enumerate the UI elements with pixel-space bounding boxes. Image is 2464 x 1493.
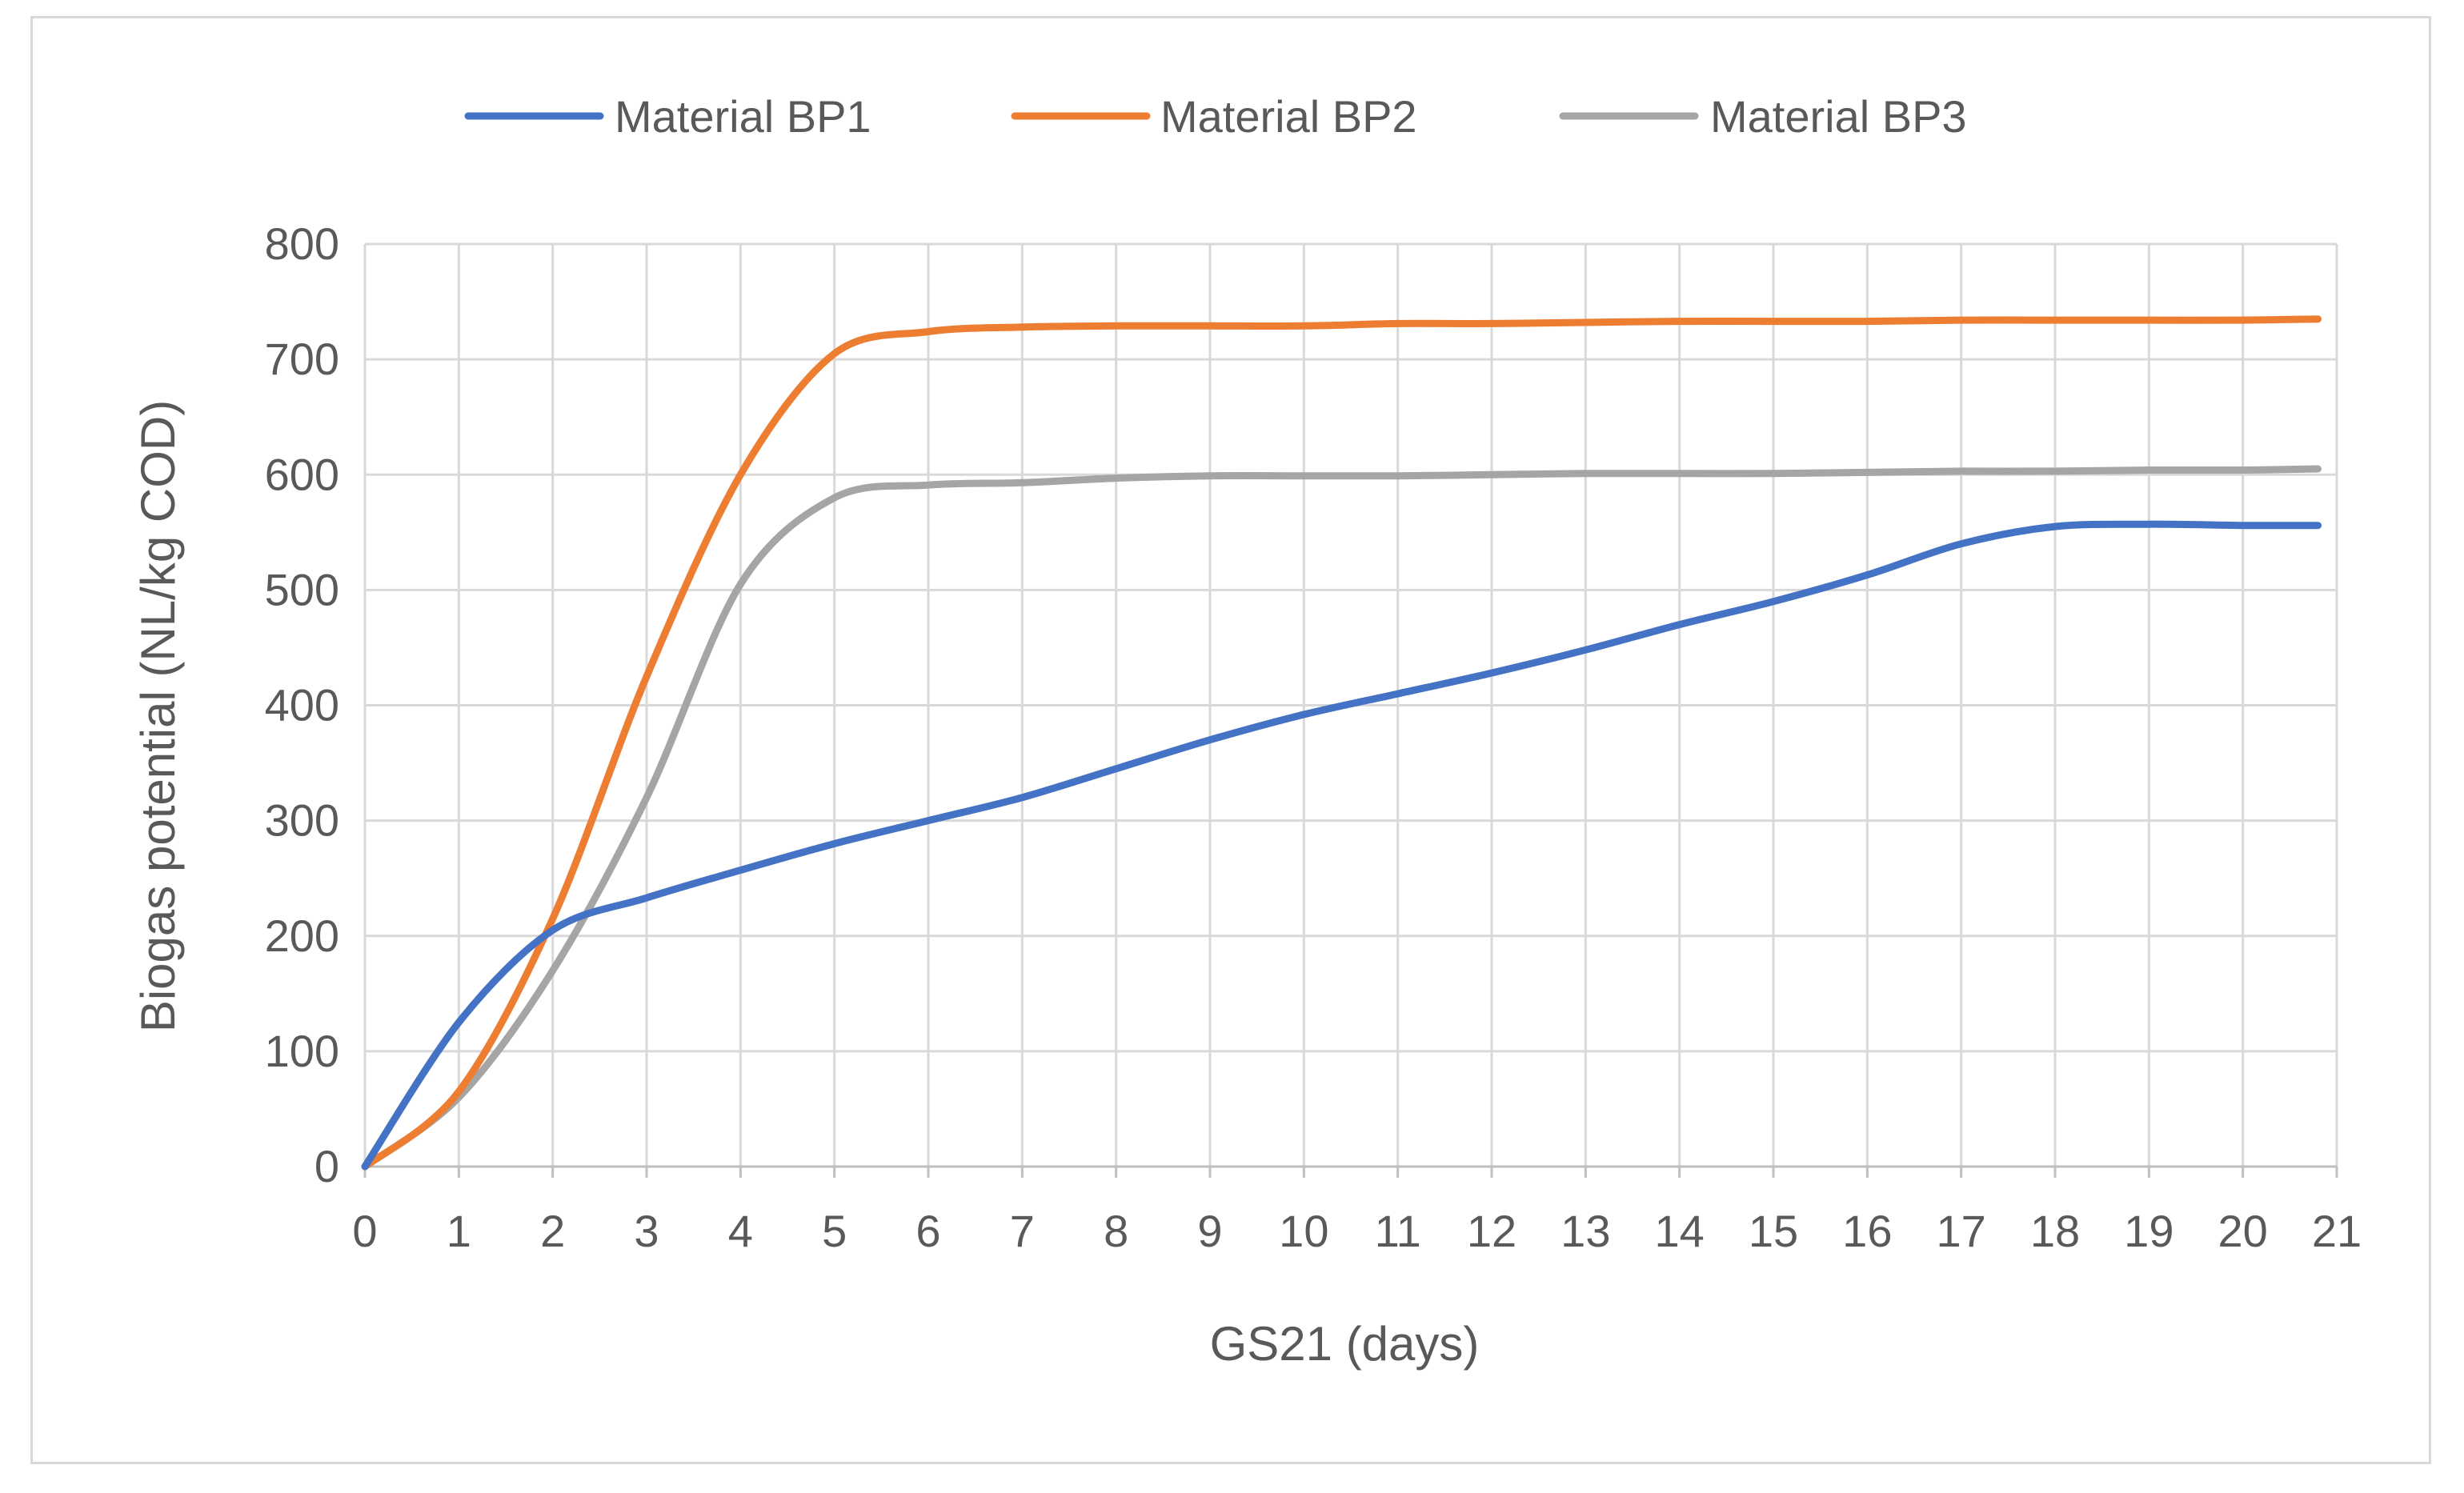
legend-item-material-bp3[interactable]: Material BP3: [1559, 91, 1967, 142]
y-tick-label: 700: [265, 334, 339, 384]
x-tick-label: 20: [2218, 1206, 2268, 1256]
y-tick-label: 300: [265, 795, 339, 846]
y-tick-label: 400: [265, 680, 339, 730]
x-tick-label: 15: [1749, 1206, 1798, 1256]
y-tick-label: 500: [265, 564, 339, 614]
legend[interactable]: Material BP1 Material BP2 Material BP3: [464, 91, 1967, 142]
x-tick-label: 6: [915, 1206, 940, 1256]
x-tick-label: 14: [1655, 1206, 1705, 1256]
x-tick-label: 13: [1561, 1206, 1610, 1256]
y-tick-label: 100: [265, 1026, 339, 1076]
series-lines: [361, 315, 2322, 1171]
x-tick-label: 0: [352, 1206, 377, 1256]
axes: [363, 244, 2338, 1178]
y-tick-label: 600: [265, 449, 339, 499]
legend-item-material-bp2[interactable]: Material BP2: [1011, 91, 1417, 142]
y-tick-label: 200: [265, 911, 339, 961]
x-tick-label: 5: [822, 1206, 847, 1256]
x-tick-label: 17: [1937, 1206, 1986, 1256]
x-tick-label: 8: [1104, 1206, 1128, 1256]
legend-label: Material BP2: [1160, 91, 1417, 142]
x-tick-label: 10: [1279, 1206, 1328, 1256]
x-tick-label: 3: [634, 1206, 659, 1256]
y-axis-title: Biogas potential (NL/kg COD): [131, 400, 185, 1032]
legend-label: Material BP3: [1710, 91, 1967, 142]
series-line-material-bp3: [361, 465, 2322, 1171]
x-tick-label: 2: [540, 1206, 565, 1256]
x-tick-label: 11: [1375, 1206, 1421, 1256]
y-tick-labels: 0 100 200 300 400 500 600 700 800: [265, 218, 339, 1191]
y-tick-label: 0: [315, 1141, 339, 1191]
x-tick-label: 1: [447, 1206, 471, 1256]
x-tick-label: 12: [1467, 1206, 1516, 1256]
x-tick-labels: 0 1 2 3 4 5 6 7 8 9 10 11 12 13 14 15 16 17 18 19 20 21: [352, 1206, 2362, 1256]
x-tick-label: 18: [2030, 1206, 2080, 1256]
series-line-material-bp2: [361, 315, 2322, 1171]
x-tick-label: 7: [1010, 1206, 1035, 1256]
x-tick-label: 21: [2312, 1206, 2362, 1256]
x-tick-label: 19: [2124, 1206, 2174, 1256]
x-tick-label: 4: [728, 1206, 753, 1256]
x-tick-label: 16: [1842, 1206, 1892, 1256]
y-tick-label: 800: [265, 218, 339, 269]
chart-frame: [30, 16, 2431, 1464]
x-tick-label: 9: [1197, 1206, 1222, 1256]
legend-item-material-bp1[interactable]: Material BP1: [464, 91, 871, 142]
legend-label: Material BP1: [615, 91, 871, 142]
x-axis-title: GS21 (days): [1210, 1317, 1480, 1371]
series-line-material-bp1: [361, 520, 2322, 1171]
